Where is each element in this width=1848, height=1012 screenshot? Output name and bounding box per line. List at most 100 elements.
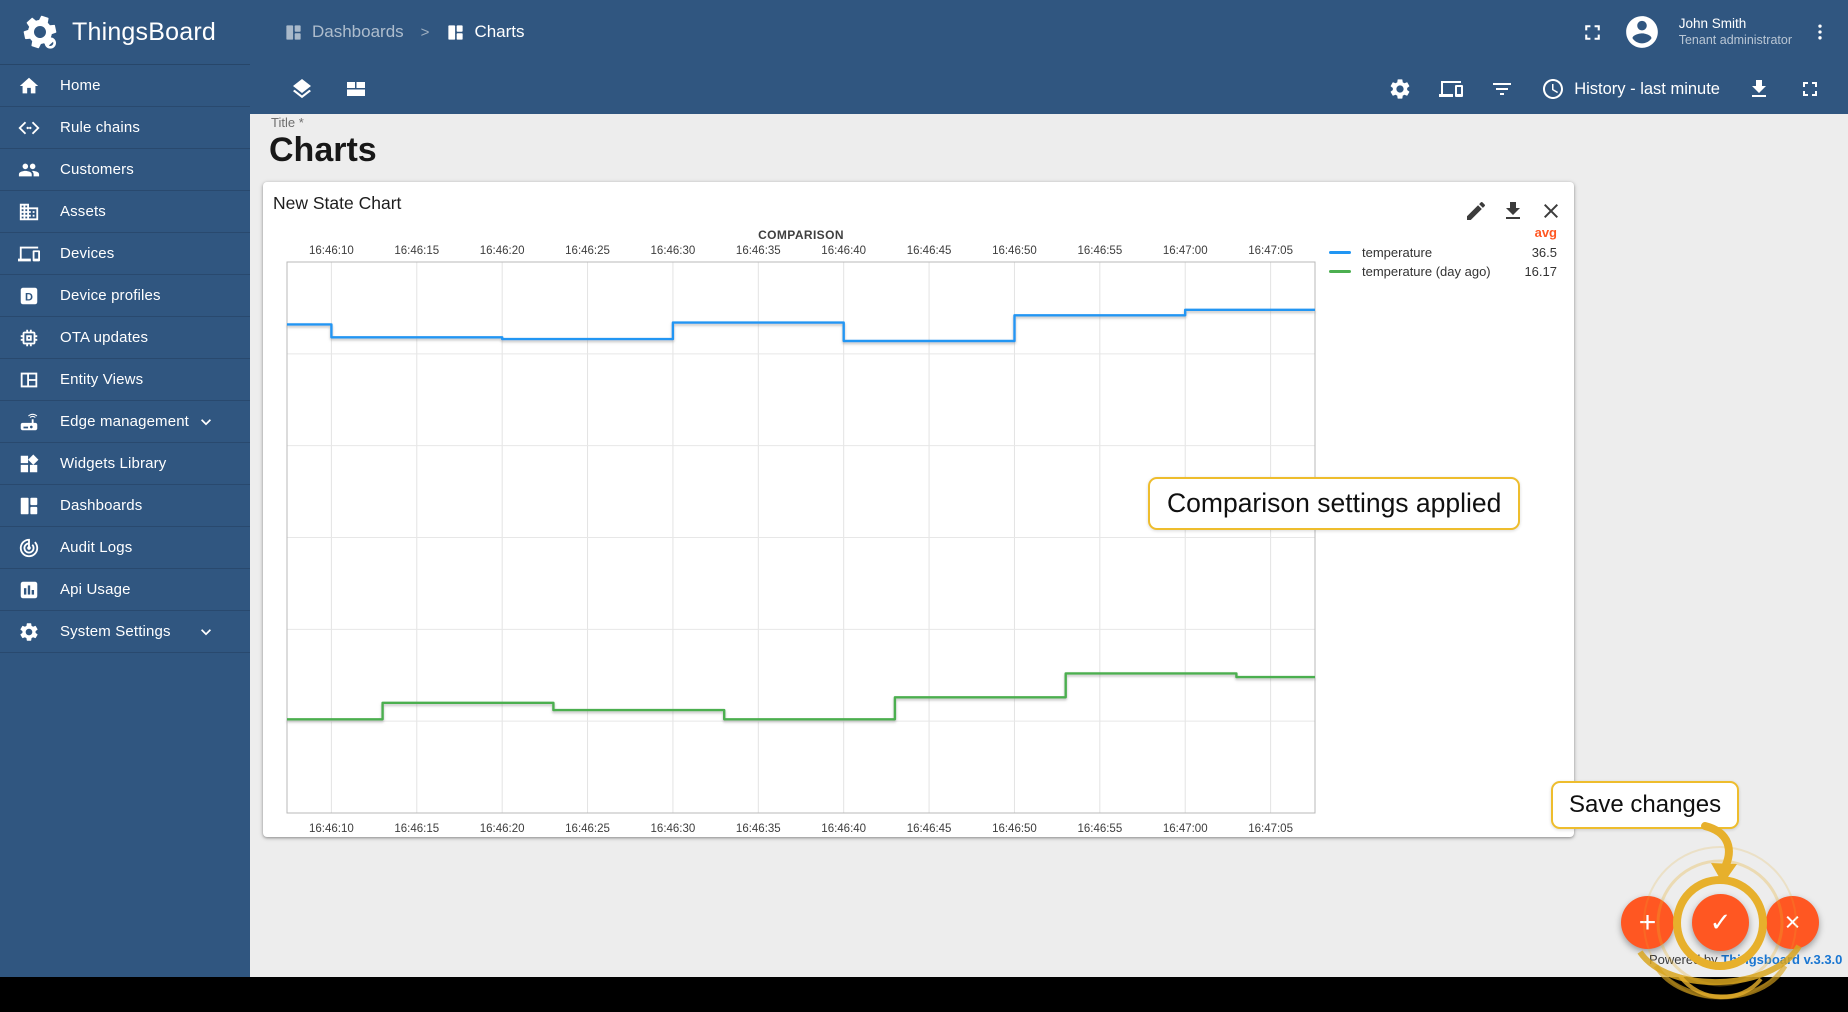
sidebar-item-audit-logs[interactable]: Audit Logs [0, 527, 250, 569]
svg-text:16:46:45: 16:46:45 [907, 823, 952, 835]
dashboard-toolbar: History - last minute [250, 64, 1848, 114]
powered-by-text: Powered by [1649, 952, 1718, 967]
legend-swatch [1329, 250, 1351, 255]
sidebar-item-assets[interactable]: Assets [0, 191, 250, 233]
sidebar-item-entity-views[interactable]: Entity Views [0, 359, 250, 401]
svg-text:16:47:05: 16:47:05 [1248, 245, 1293, 257]
svg-text:COMPARISON: COMPARISON [758, 228, 844, 242]
filter-icon[interactable] [1490, 77, 1514, 101]
customers-icon [18, 159, 40, 181]
legend-swatch [1329, 269, 1351, 274]
svg-text:16:46:30: 16:46:30 [651, 823, 696, 835]
layers-icon[interactable] [290, 77, 314, 101]
sidebar-item-edge-management[interactable]: Edge management [0, 401, 250, 443]
thingsboard-logo-icon [20, 12, 60, 52]
comparison-tooltip: Comparison settings applied [1148, 477, 1521, 530]
sidebar-item-customers[interactable]: Customers [0, 149, 250, 191]
home-icon [18, 75, 40, 97]
clock-icon [1541, 77, 1565, 101]
download-widget-icon[interactable] [1501, 199, 1525, 223]
svg-text:16:46:15: 16:46:15 [394, 245, 439, 257]
add-widget-button[interactable]: + [1621, 896, 1674, 949]
breadcrumb-parent[interactable]: Dashboards [312, 22, 404, 41]
sidebar-item-label: Api Usage [60, 581, 131, 598]
device-profiles-icon: D [18, 285, 40, 307]
sidebar-item-label: Dashboards [60, 497, 143, 514]
title-field-label: Title * [271, 115, 304, 130]
sidebar-item-widgets-library[interactable]: Widgets Library [0, 443, 250, 485]
remove-widget-icon[interactable] [1539, 199, 1563, 223]
app-title: ThingsBoard [72, 17, 216, 46]
sidebar-item-devices[interactable]: Devices [0, 233, 250, 275]
legend-row: temperature (day ago) 16.17 [1329, 262, 1557, 281]
cancel-changes-button[interactable]: × [1766, 896, 1819, 949]
version-link[interactable]: Thingsboard v.3.3.0 [1721, 952, 1843, 967]
dashboard-title-input[interactable]: Charts [269, 131, 377, 169]
svg-text:D: D [25, 291, 33, 303]
svg-text:16:46:50: 16:46:50 [992, 823, 1037, 835]
comparison-chart: 16:46:10 16:46:10 16:46:15 16:46:15 16:46:20… [286, 228, 1316, 835]
sidebar-item-label: Devices [60, 245, 115, 262]
breadcrumb-charts-icon [446, 23, 465, 42]
breadcrumb: Dashboards > Charts [284, 22, 525, 42]
sidebar-item-home[interactable]: Home [0, 65, 250, 107]
edit-widget-icon[interactable] [1464, 199, 1488, 223]
app-window: ThingsBoard Home Rule chains Customers Asse… [0, 0, 1848, 977]
more-vert-icon[interactable] [1810, 22, 1830, 42]
sidebar-item-rule-chains[interactable]: Rule chains [0, 107, 250, 149]
toolbar-right: History - last minute [1388, 77, 1848, 101]
toolbar-left [290, 77, 368, 101]
svg-text:16:47:00: 16:47:00 [1163, 823, 1208, 835]
export-icon[interactable] [1747, 77, 1771, 101]
svg-text:16:46:15: 16:46:15 [394, 823, 439, 835]
gear-icon[interactable] [1388, 77, 1412, 101]
svg-text:16:46:40: 16:46:40 [821, 245, 866, 257]
legend-row: temperature 36.5 [1329, 243, 1557, 262]
sidebar-item-device-profiles[interactable]: D Device profiles [0, 275, 250, 317]
sidebar-item-system-settings[interactable]: System Settings [0, 611, 250, 653]
save-changes-button[interactable]: ✓ [1692, 894, 1749, 951]
widget-title: New State Chart [273, 193, 402, 213]
svg-text:16:46:10: 16:46:10 [309, 823, 354, 835]
timewindow-button[interactable]: History - last minute [1541, 77, 1720, 101]
sidebar-item-dashboards[interactable]: Dashboards [0, 485, 250, 527]
breadcrumb-current: Charts [474, 22, 525, 41]
user-menu[interactable]: John Smith Tenant administrator [1679, 16, 1792, 49]
sidebar-item-label: Edge management [60, 413, 190, 430]
ota-updates-icon [18, 327, 40, 349]
sidebar-item-label: Widgets Library [60, 455, 167, 472]
toolbar-fullscreen-icon[interactable] [1798, 77, 1822, 101]
svg-text:16:47:00: 16:47:00 [1163, 245, 1208, 257]
svg-text:16:46:30: 16:46:30 [651, 245, 696, 257]
chart-widget: New State Chart 16:46:10 16:46:10 16:46:15… [263, 182, 1574, 837]
entity-aliases-icon[interactable] [1439, 77, 1464, 101]
sidebar-item-label: Home [60, 77, 101, 94]
breadcrumb-dashboards-icon [284, 23, 303, 42]
breadcrumb-separator: > [420, 23, 430, 41]
widgets-library-icon [18, 453, 40, 475]
layout-icon[interactable] [344, 77, 368, 101]
fullscreen-icon[interactable] [1580, 20, 1605, 45]
sidebar-item-ota-updates[interactable]: OTA updates [0, 317, 250, 359]
svg-text:16:46:10: 16:46:10 [309, 245, 354, 257]
legend-series-name[interactable]: temperature [1362, 245, 1433, 260]
avatar[interactable] [1623, 13, 1661, 51]
legend-series-name[interactable]: temperature (day ago) [1362, 264, 1491, 279]
sidebar-item-label: Entity Views [60, 371, 144, 388]
svg-text:16:46:55: 16:46:55 [1077, 823, 1122, 835]
sidebar-item-label: System Settings [60, 623, 171, 640]
sidebar-item-label: Customers [60, 161, 134, 178]
svg-text:16:46:20: 16:46:20 [480, 823, 525, 835]
sidebar-item-api-usage[interactable]: Api Usage [0, 569, 250, 611]
svg-text:16:46:45: 16:46:45 [907, 245, 952, 257]
rule-chains-icon [18, 117, 40, 139]
devices-icon [18, 243, 40, 265]
svg-text:16:46:25: 16:46:25 [565, 823, 610, 835]
api-usage-icon [18, 579, 40, 601]
chevron-down-icon [196, 622, 216, 642]
sidebar-item-label: Assets [60, 203, 106, 220]
sidebar-item-label: Audit Logs [60, 539, 133, 556]
logo[interactable]: ThingsBoard [0, 0, 250, 65]
save-tooltip: Save changes [1551, 781, 1740, 829]
